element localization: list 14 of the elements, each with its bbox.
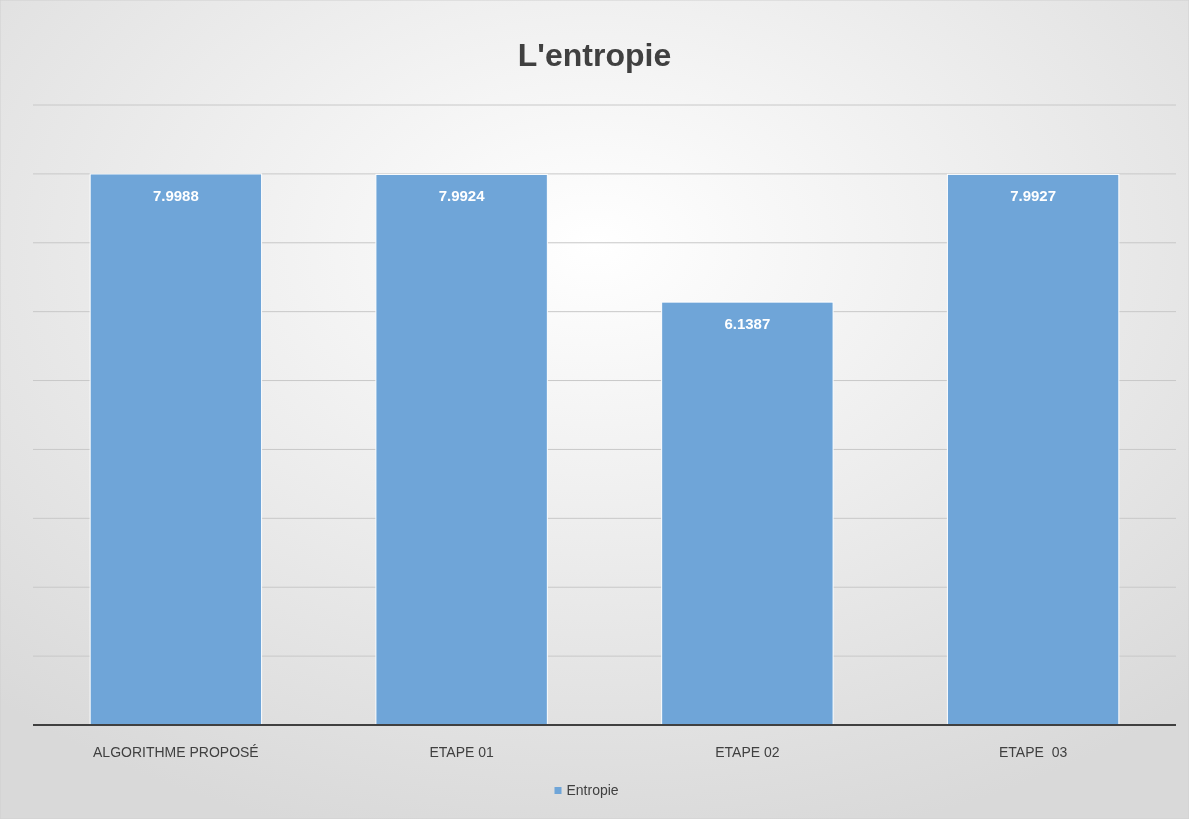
x-tick-label: ETAPE 01 [429, 744, 494, 760]
bar [375, 173, 548, 726]
data-label: 7.9988 [152, 186, 199, 204]
bar [89, 173, 263, 726]
x-tick-label: ETAPE 03 [999, 744, 1068, 760]
bar [946, 173, 1120, 726]
text: Entropie [566, 782, 619, 798]
bar [661, 301, 834, 726]
x-tick-label: ALGORITHME PROPOSÉ [93, 744, 259, 760]
chart-title: L'entropie [517, 37, 672, 73]
data-label: 6.1387 [724, 315, 771, 333]
data-label: 7.9924 [438, 187, 486, 205]
x-tick-label: ETAPE 02 [715, 744, 780, 760]
data-label: 7.9927 [1010, 187, 1057, 205]
